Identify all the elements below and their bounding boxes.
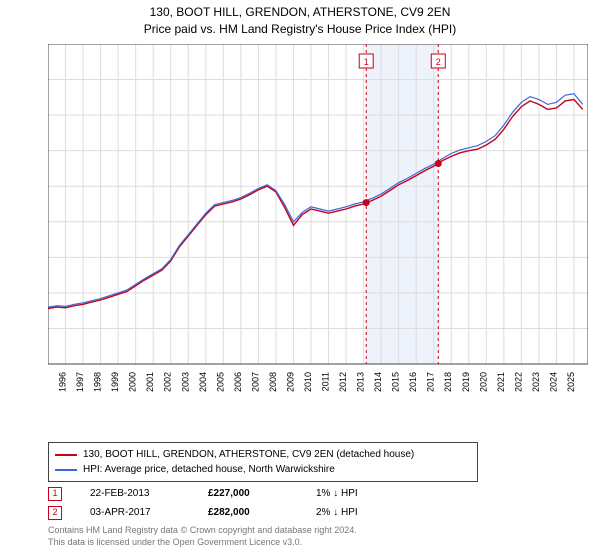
legend-label: HPI: Average price, detached house, Nort… xyxy=(83,462,335,477)
svg-text:2004: 2004 xyxy=(198,372,208,392)
svg-text:2024: 2024 xyxy=(548,372,558,392)
svg-text:1999: 1999 xyxy=(110,372,120,392)
svg-text:2021: 2021 xyxy=(496,372,506,392)
svg-text:2001: 2001 xyxy=(145,372,155,392)
svg-text:2: 2 xyxy=(436,57,441,67)
footer-line-2: This data is licensed under the Open Gov… xyxy=(48,536,357,548)
svg-text:2012: 2012 xyxy=(338,372,348,392)
svg-text:2013: 2013 xyxy=(356,372,366,392)
svg-text:2011: 2011 xyxy=(321,372,331,391)
legend-swatch xyxy=(55,469,77,471)
footer-attribution: Contains HM Land Registry data © Crown c… xyxy=(48,524,357,548)
svg-text:1997: 1997 xyxy=(75,372,85,392)
legend-row: 130, BOOT HILL, GRENDON, ATHERSTONE, CV9… xyxy=(55,447,471,462)
sale-marker-diff: 1% ↓ HPI xyxy=(316,484,386,503)
legend-swatch xyxy=(55,454,77,456)
svg-text:2022: 2022 xyxy=(513,372,523,392)
svg-text:1996: 1996 xyxy=(58,372,68,392)
sale-marker-row: 2 03-APR-2017 £282,000 2% ↓ HPI xyxy=(48,503,386,522)
svg-text:2005: 2005 xyxy=(215,372,225,392)
page-subtitle: Price paid vs. HM Land Registry's House … xyxy=(0,21,600,38)
svg-text:1995: 1995 xyxy=(48,372,50,392)
sale-marker-price: £282,000 xyxy=(208,503,288,522)
sale-marker-date: 22-FEB-2013 xyxy=(90,484,180,503)
svg-text:2008: 2008 xyxy=(268,372,278,392)
sale-marker-table: 1 22-FEB-2013 £227,000 1% ↓ HPI 2 03-APR-2017… xyxy=(48,484,386,522)
svg-text:2015: 2015 xyxy=(391,372,401,392)
svg-text:2014: 2014 xyxy=(373,372,383,392)
sale-marker-badge: 1 xyxy=(48,487,62,501)
svg-text:2000: 2000 xyxy=(128,372,138,392)
price-chart: £0£50K£100K£150K£200K£250K£300K£350K£400… xyxy=(48,44,588,394)
sale-marker-price: £227,000 xyxy=(208,484,288,503)
sale-marker-row: 1 22-FEB-2013 £227,000 1% ↓ HPI xyxy=(48,484,386,503)
svg-text:1998: 1998 xyxy=(93,372,103,392)
svg-text:2016: 2016 xyxy=(408,372,418,392)
legend-label: 130, BOOT HILL, GRENDON, ATHERSTONE, CV9… xyxy=(83,447,414,462)
svg-text:2017: 2017 xyxy=(426,372,436,392)
svg-text:2023: 2023 xyxy=(531,372,541,392)
svg-text:2025: 2025 xyxy=(566,372,576,392)
svg-text:2002: 2002 xyxy=(163,372,173,392)
svg-text:1: 1 xyxy=(364,57,369,67)
svg-text:2003: 2003 xyxy=(180,372,190,392)
footer-line-1: Contains HM Land Registry data © Crown c… xyxy=(48,524,357,536)
legend: 130, BOOT HILL, GRENDON, ATHERSTONE, CV9… xyxy=(48,442,478,482)
svg-text:2018: 2018 xyxy=(443,372,453,392)
sale-marker-badge: 2 xyxy=(48,506,62,520)
legend-row: HPI: Average price, detached house, Nort… xyxy=(55,462,471,477)
sale-marker-diff: 2% ↓ HPI xyxy=(316,503,386,522)
page-title: 130, BOOT HILL, GRENDON, ATHERSTONE, CV9… xyxy=(0,4,600,21)
sale-marker-date: 03-APR-2017 xyxy=(90,503,180,522)
svg-text:2007: 2007 xyxy=(250,372,260,392)
svg-text:2010: 2010 xyxy=(303,372,313,392)
svg-text:2006: 2006 xyxy=(233,372,243,392)
svg-text:2020: 2020 xyxy=(478,372,488,392)
svg-text:2009: 2009 xyxy=(285,372,295,392)
svg-text:2019: 2019 xyxy=(461,372,471,392)
